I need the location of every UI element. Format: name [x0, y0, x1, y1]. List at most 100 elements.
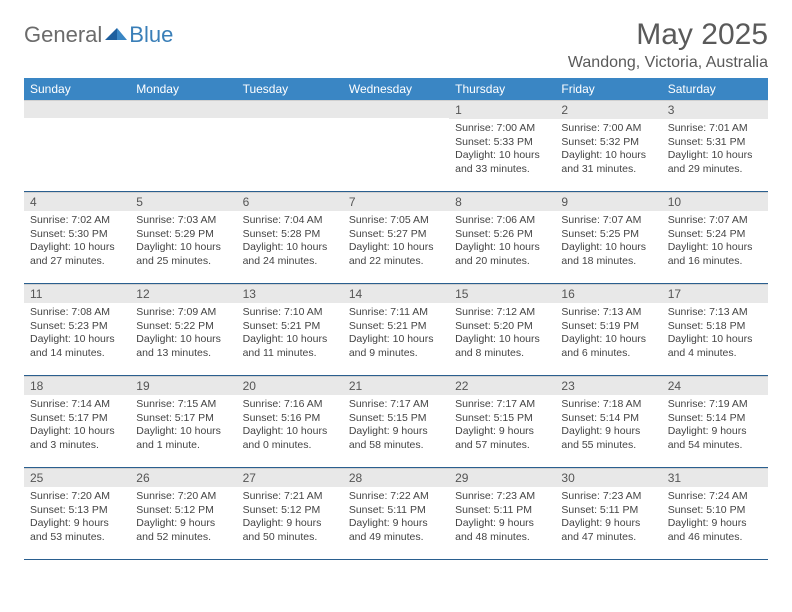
day-header-row: Sunday Monday Tuesday Wednesday Thursday… [24, 78, 768, 100]
day-cell: 9Sunrise: 7:07 AMSunset: 5:25 PMDaylight… [555, 192, 661, 284]
day-sunrise: Sunrise: 7:05 AM [349, 214, 443, 228]
week-row: 4Sunrise: 7:02 AMSunset: 5:30 PMDaylight… [24, 192, 768, 284]
day-day1: Daylight: 10 hours [136, 333, 230, 347]
day-sunrise: Sunrise: 7:20 AM [136, 490, 230, 504]
day-body: Sunrise: 7:15 AMSunset: 5:17 PMDaylight:… [130, 395, 236, 457]
day-number: 9 [555, 192, 661, 211]
day-cell: 25 Sunrise: 7:20 AMSunset: 5:13 PMDayligh… [24, 468, 130, 560]
day-body: Sunrise: 7:13 AMSunset: 5:18 PMDaylight:… [662, 303, 768, 365]
day-day2: and 31 minutes. [561, 163, 655, 177]
day-header: Wednesday [343, 78, 449, 100]
day-sunset: Sunset: 5:28 PM [243, 228, 337, 242]
day-cell: 16Sunrise: 7:13 AMSunset: 5:19 PMDayligh… [555, 284, 661, 376]
day-sunset: Sunset: 5:26 PM [455, 228, 549, 242]
day-number: 17 [662, 284, 768, 303]
day-sunrise: Sunrise: 7:03 AM [136, 214, 230, 228]
day-sunrise: Sunrise: 7:04 AM [243, 214, 337, 228]
day-day2: and 1 minute. [136, 439, 230, 453]
day-body: Sunrise: 7:19 AMSunset: 5:14 PMDaylight:… [662, 395, 768, 457]
week-row: 18Sunrise: 7:14 AMSunset: 5:17 PMDayligh… [24, 376, 768, 468]
day-sunrise: Sunrise: 7:10 AM [243, 306, 337, 320]
day-sunrise: Sunrise: 7:14 AM [30, 398, 124, 412]
day-number: 22 [449, 376, 555, 395]
day-number: 18 [24, 376, 130, 395]
day-day2: and 13 minutes. [136, 347, 230, 361]
day-number: 14 [343, 284, 449, 303]
day-cell: 29Sunrise: 7:23 AMSunset: 5:11 PMDayligh… [449, 468, 555, 560]
day-cell: 15Sunrise: 7:12 AMSunset: 5:20 PMDayligh… [449, 284, 555, 376]
day-number: 26 [130, 468, 236, 487]
day-cell: 2Sunrise: 7:00 AMSunset: 5:32 PMDaylight… [555, 100, 661, 192]
day-sunset: Sunset: 5:11 PM [561, 504, 655, 518]
day-sunset: Sunset: 5:17 PM [30, 412, 124, 426]
day-cell: 10Sunrise: 7:07 AMSunset: 5:24 PMDayligh… [662, 192, 768, 284]
day-sunset: Sunset: 5:22 PM [136, 320, 230, 334]
day-day1: Daylight: 10 hours [668, 241, 762, 255]
day-number: 19 [130, 376, 236, 395]
day-cell: 26Sunrise: 7:20 AMSunset: 5:12 PMDayligh… [130, 468, 236, 560]
day-number: 24 [662, 376, 768, 395]
day-cell: 31Sunrise: 7:24 AMSunset: 5:10 PMDayligh… [662, 468, 768, 560]
day-sunset: Sunset: 5:23 PM [30, 320, 124, 334]
title-block: May 2025 Wandong, Victoria, Australia [568, 18, 768, 72]
day-day2: and 55 minutes. [561, 439, 655, 453]
day-day2: and 49 minutes. [349, 531, 443, 545]
day-sunset: Sunset: 5:25 PM [561, 228, 655, 242]
day-day1: Daylight: 9 hours [30, 517, 124, 531]
day-sunrise: Sunrise: 7:07 AM [561, 214, 655, 228]
day-number: 2 [555, 100, 661, 119]
day-sunset: Sunset: 5:15 PM [349, 412, 443, 426]
day-number: 4 [24, 192, 130, 211]
day-sunrise: Sunrise: 7:00 AM [455, 122, 549, 136]
day-cell: 17Sunrise: 7:13 AMSunset: 5:18 PMDayligh… [662, 284, 768, 376]
day-body: Sunrise: 7:11 AMSunset: 5:21 PMDaylight:… [343, 303, 449, 365]
week-row: 11Sunrise: 7:08 AMSunset: 5:23 PMDayligh… [24, 284, 768, 376]
day-day2: and 9 minutes. [349, 347, 443, 361]
day-number: 12 [130, 284, 236, 303]
day-sunrise: Sunrise: 7:21 AM [243, 490, 337, 504]
day-sunrise: Sunrise: 7:17 AM [349, 398, 443, 412]
day-sunset: Sunset: 5:21 PM [243, 320, 337, 334]
day-sunrise: Sunrise: 7:01 AM [668, 122, 762, 136]
day-day2: and 57 minutes. [455, 439, 549, 453]
day-body: Sunrise: 7:01 AMSunset: 5:31 PMDaylight:… [662, 119, 768, 181]
day-sunrise: Sunrise: 7:09 AM [136, 306, 230, 320]
day-number: 15 [449, 284, 555, 303]
day-body: Sunrise: 7:02 AMSunset: 5:30 PMDaylight:… [24, 211, 130, 273]
day-sunrise: Sunrise: 7:11 AM [349, 306, 443, 320]
day-sunrise: Sunrise: 7:13 AM [668, 306, 762, 320]
day-number [343, 100, 449, 118]
day-header: Friday [555, 78, 661, 100]
day-sunset: Sunset: 5:19 PM [561, 320, 655, 334]
day-header: Saturday [662, 78, 768, 100]
day-body: Sunrise: 7:06 AMSunset: 5:26 PMDaylight:… [449, 211, 555, 273]
day-body: Sunrise: 7:08 AMSunset: 5:23 PMDaylight:… [24, 303, 130, 365]
day-cell [237, 100, 343, 192]
day-sunrise: Sunrise: 7:17 AM [455, 398, 549, 412]
day-body: Sunrise: 7:23 AMSunset: 5:11 PMDaylight:… [555, 487, 661, 549]
day-day1: Daylight: 9 hours [349, 425, 443, 439]
day-day1: Daylight: 10 hours [30, 425, 124, 439]
day-sunset: Sunset: 5:13 PM [30, 504, 124, 518]
day-day2: and 27 minutes. [30, 255, 124, 269]
day-day2: and 33 minutes. [455, 163, 549, 177]
day-day2: and 47 minutes. [561, 531, 655, 545]
day-cell: 12 Sunrise: 7:09 AMSunset: 5:22 PMDayligh… [130, 284, 236, 376]
day-cell: 22Sunrise: 7:17 AMSunset: 5:15 PMDayligh… [449, 376, 555, 468]
day-cell: 14Sunrise: 7:11 AMSunset: 5:21 PMDayligh… [343, 284, 449, 376]
day-number: 25 [24, 468, 130, 487]
day-day2: and 58 minutes. [349, 439, 443, 453]
day-cell: 4Sunrise: 7:02 AMSunset: 5:30 PMDaylight… [24, 192, 130, 284]
day-day2: and 46 minutes. [668, 531, 762, 545]
logo-text-blue: Blue [129, 22, 173, 48]
day-number [130, 100, 236, 118]
day-day2: and 8 minutes. [455, 347, 549, 361]
day-day2: and 0 minutes. [243, 439, 337, 453]
day-cell: 13Sunrise: 7:10 AMSunset: 5:21 PMDayligh… [237, 284, 343, 376]
day-day1: Daylight: 9 hours [455, 517, 549, 531]
day-cell: 1Sunrise: 7:00 AMSunset: 5:33 PMDaylight… [449, 100, 555, 192]
day-body: Sunrise: 7:16 AMSunset: 5:16 PMDaylight:… [237, 395, 343, 457]
day-sunset: Sunset: 5:21 PM [349, 320, 443, 334]
day-number: 27 [237, 468, 343, 487]
day-sunrise: Sunrise: 7:20 AM [30, 490, 124, 504]
